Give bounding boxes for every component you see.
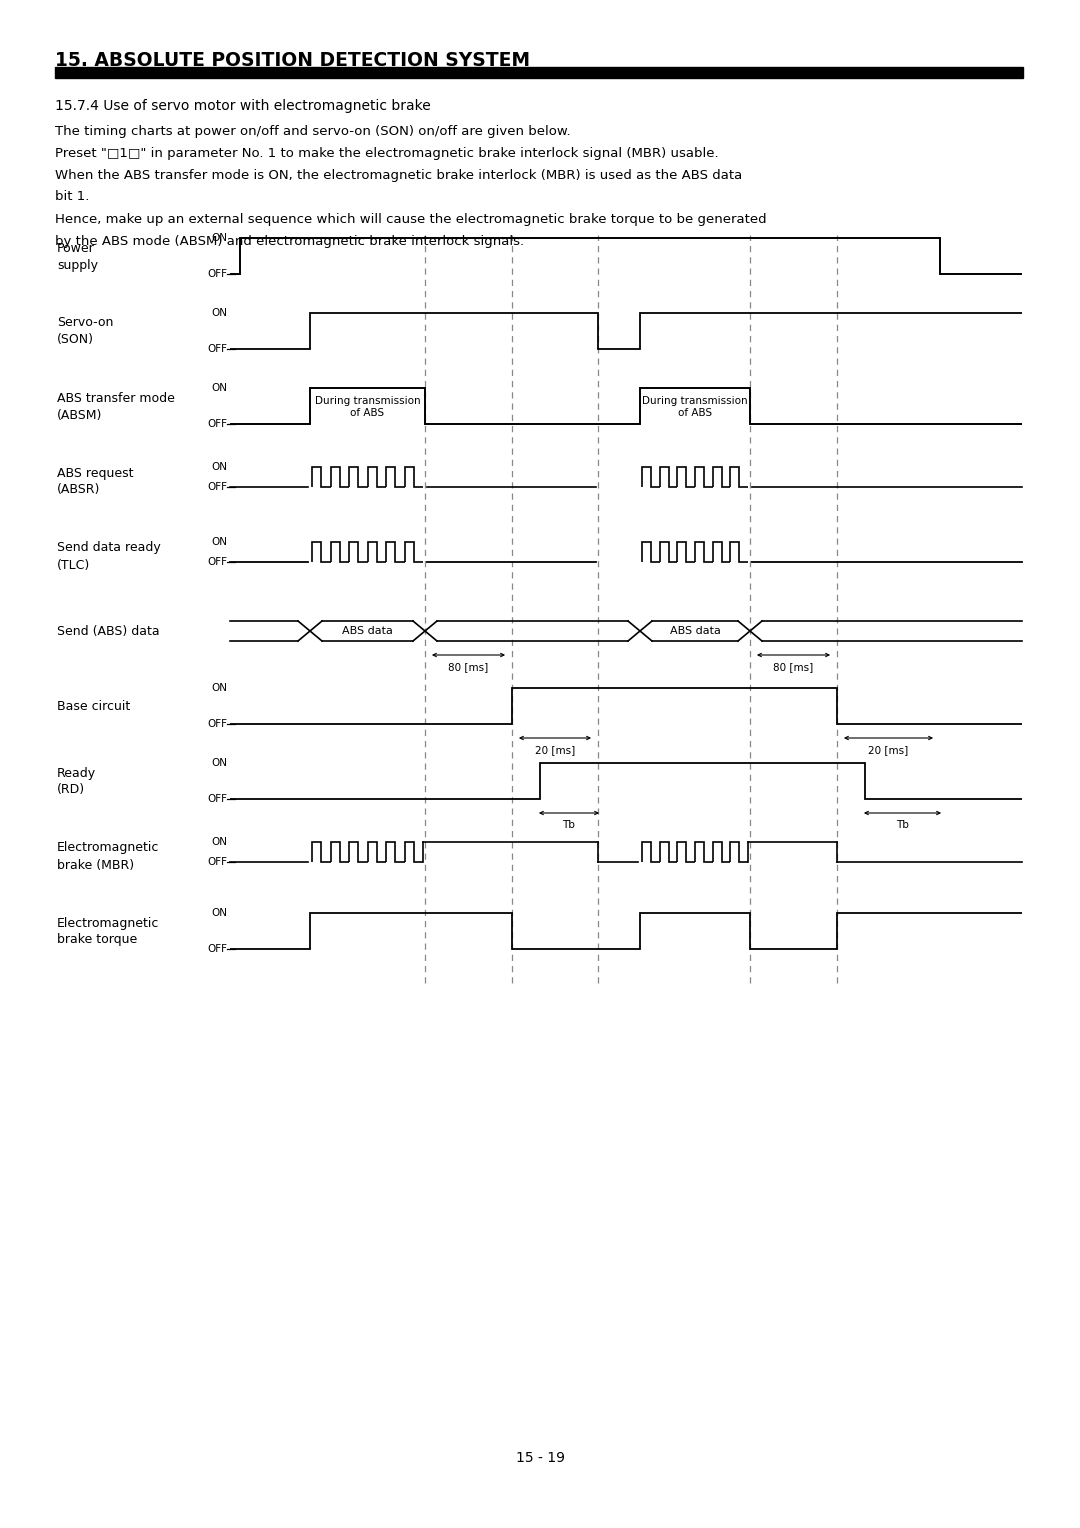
- Text: ON: ON: [211, 837, 227, 847]
- Text: OFF: OFF: [207, 481, 227, 492]
- Text: ON: ON: [211, 683, 227, 694]
- Text: 15.7.4 Use of servo motor with electromagnetic brake: 15.7.4 Use of servo motor with electroma…: [55, 99, 431, 113]
- Text: 15. ABSOLUTE POSITION DETECTION SYSTEM: 15. ABSOLUTE POSITION DETECTION SYSTEM: [55, 50, 530, 69]
- Text: Electromagnetic: Electromagnetic: [57, 842, 160, 854]
- Text: Power: Power: [57, 241, 95, 255]
- Text: ON: ON: [211, 908, 227, 918]
- Text: OFF: OFF: [207, 720, 227, 729]
- Text: When the ABS transfer mode is ON, the electromagnetic brake interlock (MBR) is u: When the ABS transfer mode is ON, the el…: [55, 168, 742, 182]
- Text: by the ABS mode (ABSM) and electromagnetic brake interlock signals.: by the ABS mode (ABSM) and electromagnet…: [55, 234, 524, 248]
- Text: of ABS: of ABS: [678, 408, 712, 419]
- Text: (ABSM): (ABSM): [57, 408, 103, 422]
- Text: OFF: OFF: [207, 558, 227, 567]
- Text: Ready: Ready: [57, 767, 96, 779]
- Text: Electromagnetic: Electromagnetic: [57, 917, 160, 929]
- Text: (RD): (RD): [57, 784, 85, 796]
- Text: OFF: OFF: [207, 269, 227, 280]
- Text: Send (ABS) data: Send (ABS) data: [57, 625, 160, 637]
- Text: Preset "□1□" in parameter No. 1 to make the electromagnetic brake interlock sign: Preset "□1□" in parameter No. 1 to make …: [55, 147, 718, 159]
- Text: brake torque: brake torque: [57, 934, 137, 946]
- Text: Tb: Tb: [563, 821, 576, 830]
- Text: Send data ready: Send data ready: [57, 541, 161, 555]
- Text: ON: ON: [211, 461, 227, 472]
- Text: bit 1.: bit 1.: [55, 191, 90, 203]
- Text: ABS transfer mode: ABS transfer mode: [57, 391, 175, 405]
- Text: ON: ON: [211, 758, 227, 769]
- Text: 80 [ms]: 80 [ms]: [773, 662, 813, 672]
- Text: Base circuit: Base circuit: [57, 700, 131, 712]
- Text: ON: ON: [211, 384, 227, 393]
- Text: 20 [ms]: 20 [ms]: [868, 746, 908, 755]
- Text: The timing charts at power on/off and servo-on (SON) on/off are given below.: The timing charts at power on/off and se…: [55, 124, 570, 138]
- Text: supply: supply: [57, 258, 98, 272]
- Text: Tb: Tb: [896, 821, 909, 830]
- Text: (ABSR): (ABSR): [57, 483, 100, 497]
- Text: OFF: OFF: [207, 944, 227, 953]
- Text: OFF: OFF: [207, 419, 227, 429]
- Text: ABS data: ABS data: [670, 626, 720, 636]
- Text: ON: ON: [211, 536, 227, 547]
- Text: ON: ON: [211, 232, 227, 243]
- Text: ABS request: ABS request: [57, 466, 134, 480]
- Text: During transmission: During transmission: [643, 396, 747, 406]
- Text: (SON): (SON): [57, 333, 94, 347]
- Text: brake (MBR): brake (MBR): [57, 859, 134, 871]
- Text: ABS data: ABS data: [342, 626, 393, 636]
- Bar: [55, 67, 1023, 78]
- Text: OFF: OFF: [207, 344, 227, 354]
- Text: 15 - 19: 15 - 19: [515, 1452, 565, 1465]
- Text: ON: ON: [211, 309, 227, 318]
- Text: OFF: OFF: [207, 795, 227, 804]
- Text: OFF: OFF: [207, 857, 227, 866]
- Text: 20 [ms]: 20 [ms]: [535, 746, 576, 755]
- Text: (TLC): (TLC): [57, 559, 91, 571]
- Text: of ABS: of ABS: [350, 408, 384, 419]
- Text: Servo-on: Servo-on: [57, 316, 113, 330]
- Text: 80 [ms]: 80 [ms]: [448, 662, 488, 672]
- Text: Hence, make up an external sequence which will cause the electromagnetic brake t: Hence, make up an external sequence whic…: [55, 212, 767, 226]
- Text: During transmission: During transmission: [314, 396, 420, 406]
